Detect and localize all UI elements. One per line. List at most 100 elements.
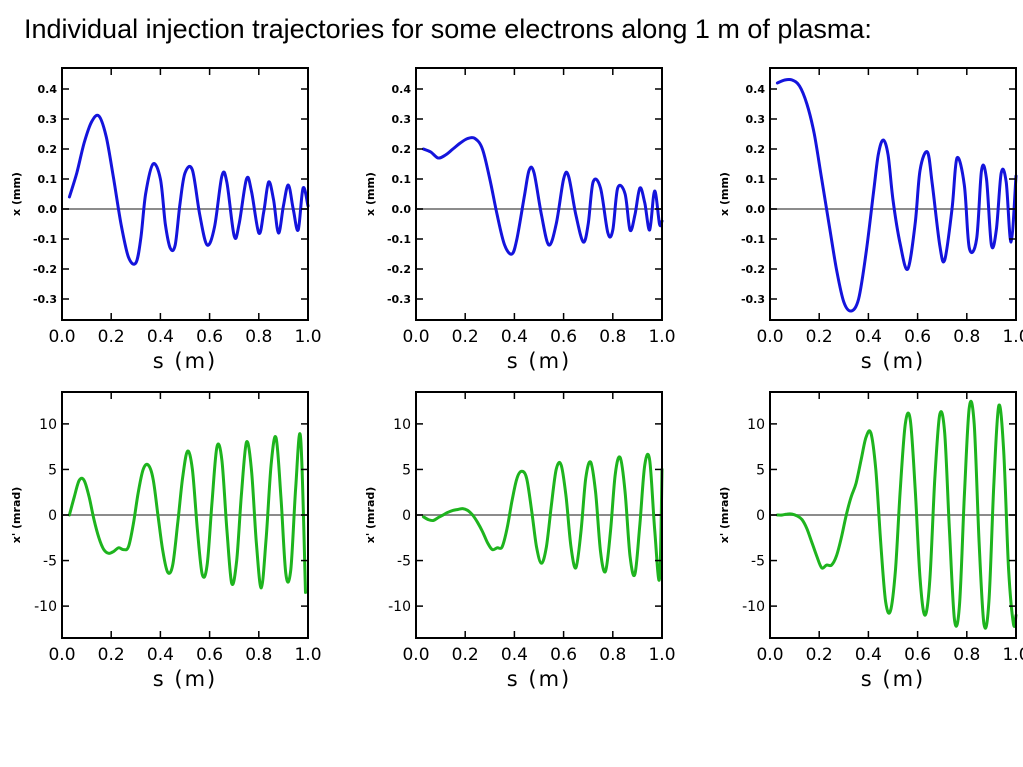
plot-frame <box>415 67 663 321</box>
y-tick-label: -5 <box>43 554 57 570</box>
x-tick-label: 0.0 <box>48 327 75 347</box>
y-tick-label: 0.0 <box>38 203 58 216</box>
x-tick-label: 0.6 <box>904 327 931 347</box>
x-tick-label: 0.2 <box>452 645 479 665</box>
chart-angle-2: 0.0 0.2 0.4 0.6 0.8 1.0 10 5 0 -5 -10 s (m) x' (mrad… <box>364 391 676 691</box>
y-tick-label: 5 <box>756 462 765 478</box>
y-tick-label: -0.3 <box>33 293 57 306</box>
chart-angle-1: 0.0 0.2 0.4 0.6 0.8 1.0 10 5 0 -5 -10 s (m) x' (mrad… <box>10 391 322 691</box>
y-axis-label: x' (mrad) <box>10 487 23 544</box>
x-tick-label: 0.8 <box>245 645 272 665</box>
y-tick-label: -0.1 <box>33 233 57 246</box>
x-tick-label: 0.4 <box>147 645 174 665</box>
y-tick-label: 0.1 <box>746 173 766 186</box>
series-line <box>67 113 310 266</box>
series-line <box>67 432 307 594</box>
y-tick-label: 0.3 <box>746 113 766 126</box>
y-axis-label: x (mm) <box>364 172 377 216</box>
y-tick-label: -0.2 <box>33 263 57 276</box>
x-tick-label: 1.0 <box>294 327 321 347</box>
y-tick-label: 0.0 <box>392 203 412 216</box>
x-axis-label: s (m) <box>507 667 571 691</box>
plot-frame <box>769 67 1017 321</box>
x-tick-label: 0.6 <box>550 645 577 665</box>
y-tick-label: 0 <box>756 508 765 524</box>
y-tick-label: -0.2 <box>741 263 765 276</box>
x-tick-label: 1.0 <box>294 645 321 665</box>
y-tick-label: 0.1 <box>392 173 412 186</box>
y-tick-label: 0.2 <box>38 143 58 156</box>
y-tick-label: -10 <box>34 599 57 615</box>
chart-angle-3: 0.0 0.2 0.4 0.6 0.8 1.0 10 5 0 -5 -10 s (m) x' (mrad… <box>718 391 1023 691</box>
y-tick-label: 0.4 <box>392 83 412 96</box>
x-tick-label: 0.8 <box>953 645 980 665</box>
x-tick-label: 0.8 <box>953 327 980 347</box>
x-tick-label: 0.4 <box>855 327 882 347</box>
y-tick-label: 0 <box>48 508 57 524</box>
x-axis-label: s (m) <box>153 349 217 373</box>
y-tick-label: 0.4 <box>746 83 766 96</box>
y-tick-label: -0.2 <box>387 263 411 276</box>
x-tick-label: 0.0 <box>48 645 75 665</box>
x-axis-label: s (m) <box>861 667 925 691</box>
chart-position-2: 0.0 0.2 0.4 0.6 0.8 1.0 0.4 0.3 0.2 0.1 0.0 -0.1 -0.… <box>364 67 676 373</box>
y-tick-label: 0.3 <box>38 113 58 126</box>
y-axis-label: x' (mrad) <box>718 487 731 544</box>
y-tick-label: -0.1 <box>387 233 411 246</box>
x-tick-label: 0.2 <box>806 645 833 665</box>
series-line <box>421 452 664 582</box>
x-tick-label: 1.0 <box>1002 645 1023 665</box>
x-tick-label: 0.0 <box>756 327 783 347</box>
chart-position-1: 0.0 0.2 0.4 0.6 0.8 1.0 0.4 0.3 0.2 0.1 0.0 -0.1 -0.… <box>10 67 322 373</box>
chart-position-3: 0.0 0.2 0.4 0.6 0.8 1.0 0.4 0.3 0.2 0.1 0.0 -0.1 -0.… <box>718 67 1023 373</box>
y-tick-label: 0.2 <box>746 143 766 156</box>
x-tick-label: 0.4 <box>501 645 528 665</box>
series-line <box>421 136 664 256</box>
x-axis-label: s (m) <box>861 349 925 373</box>
plot-frame <box>61 67 309 321</box>
y-tick-label: 0.0 <box>746 203 766 216</box>
y-tick-label: -0.1 <box>741 233 765 246</box>
series-line <box>775 399 1018 630</box>
x-tick-label: 0.2 <box>98 645 125 665</box>
x-tick-label: 0.2 <box>452 327 479 347</box>
y-tick-label: -5 <box>751 554 765 570</box>
y-tick-label: -10 <box>388 599 411 615</box>
y-tick-label: 0.4 <box>38 83 58 96</box>
y-tick-label: -5 <box>397 554 411 570</box>
x-axis-label: s (m) <box>507 349 571 373</box>
x-tick-label: 0.0 <box>402 327 429 347</box>
x-tick-label: 0.8 <box>245 327 272 347</box>
x-tick-label: 1.0 <box>1002 327 1023 347</box>
x-tick-label: 0.6 <box>196 327 223 347</box>
y-tick-label: 0.3 <box>392 113 412 126</box>
x-tick-label: 0.6 <box>196 645 223 665</box>
y-tick-label: 10 <box>747 417 765 433</box>
y-tick-label: -0.3 <box>387 293 411 306</box>
y-tick-label: 10 <box>393 417 411 433</box>
y-axis-label: x (mm) <box>718 172 731 216</box>
series-line <box>775 77 1018 313</box>
x-tick-label: 0.6 <box>550 327 577 347</box>
page-title: Individual injection trajectories for so… <box>24 14 872 44</box>
x-tick-label: 0.8 <box>599 327 626 347</box>
x-tick-label: 0.4 <box>855 645 882 665</box>
y-tick-label: 10 <box>39 417 57 433</box>
x-tick-label: 0.0 <box>756 645 783 665</box>
x-axis-label: s (m) <box>153 667 217 691</box>
y-axis-label: x' (mrad) <box>364 487 377 544</box>
x-tick-label: 1.0 <box>648 327 675 347</box>
y-tick-label: -0.3 <box>741 293 765 306</box>
x-tick-label: 0.8 <box>599 645 626 665</box>
x-tick-label: 0.4 <box>501 327 528 347</box>
y-tick-label: -10 <box>742 599 765 615</box>
y-tick-label: 0.2 <box>392 143 412 156</box>
x-tick-label: 1.0 <box>648 645 675 665</box>
x-tick-label: 0.6 <box>904 645 931 665</box>
x-tick-label: 0.2 <box>806 327 833 347</box>
x-tick-label: 0.0 <box>402 645 429 665</box>
x-tick-label: 0.2 <box>98 327 125 347</box>
y-tick-label: 0 <box>402 508 411 524</box>
y-tick-label: 5 <box>402 462 411 478</box>
